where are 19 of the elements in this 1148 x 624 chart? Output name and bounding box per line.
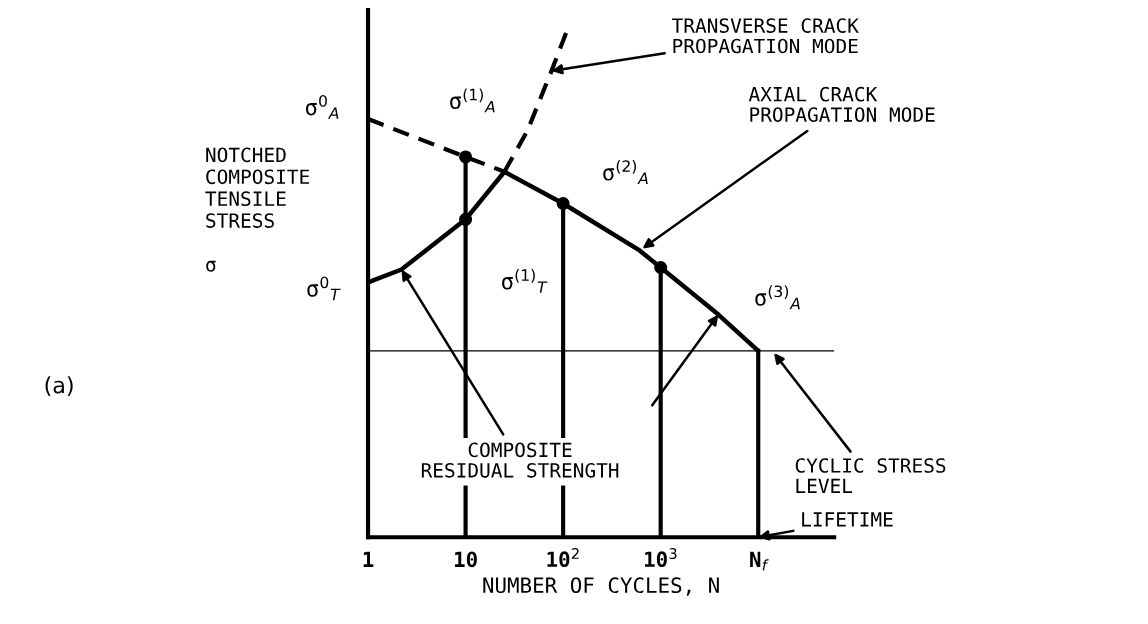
x-tick-label: 10$^{3}$ — [645, 548, 677, 568]
annotation: σ$^{0}$$_{T}$ — [307, 276, 341, 301]
annotation: LIFETIME — [802, 512, 893, 527]
x-tick-label: N$_{f}$ — [750, 551, 769, 571]
annotation: σ$^{(1)}$$_{A}$ — [450, 88, 495, 113]
annotation: CYCLIC STRESS LEVEL — [795, 458, 946, 493]
annotation: AXIAL CRACK PROPAGATION MODE — [748, 86, 935, 122]
annotation: σ$^{(1)}$$_{T}$ — [502, 268, 548, 293]
annotation: TRANSVERSE CRACK PROPAGATION MODE — [672, 18, 859, 54]
annotation: σ$^{0}$$_{A}$ — [305, 95, 339, 119]
annotation: σ$^{(3)}$$_{A}$ — [755, 285, 800, 310]
text: NOTCHED COMPOSITE TENSILE STRESS σ — [205, 147, 310, 272]
x-tick-label: 10$^{2}$ — [547, 548, 579, 568]
text: (a) — [45, 376, 73, 397]
x-tick-label: 10 — [454, 551, 477, 568]
x-axis-title: NUMBER OF CYCLES, N — [483, 577, 719, 596]
x-tick-label: 1 — [363, 551, 374, 567]
annotation: σ$^{(2)}$$_{A}$ — [603, 159, 648, 184]
annotation: COMPOSITE RESIDUAL STRENGTH — [421, 442, 619, 478]
